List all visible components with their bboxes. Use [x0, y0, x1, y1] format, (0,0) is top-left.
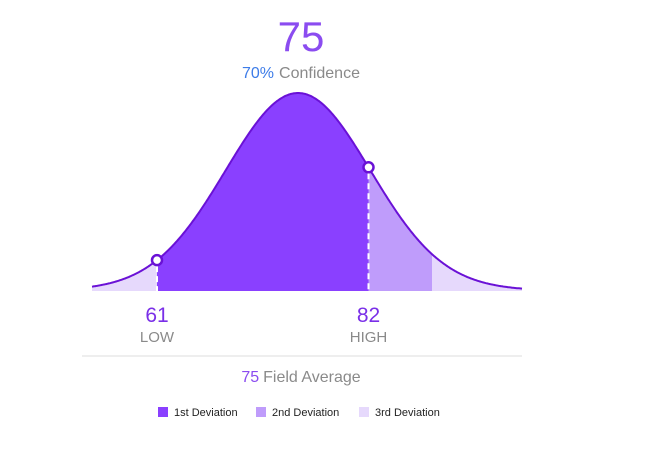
confidence-line: 70% Confidence [242, 65, 360, 82]
field-average: 75 Field Average [241, 369, 360, 386]
legend-label-1st-deviation: 1st Deviation [174, 407, 238, 419]
low-value: 61 [145, 304, 168, 327]
high-marker [362, 161, 375, 174]
confidence-percent: 70% [242, 65, 274, 82]
low-marker [150, 253, 164, 267]
second-deviation-band-right [368, 167, 432, 291]
high-label: HIGH [350, 329, 388, 346]
legend-label-2nd-deviation: 2nd Deviation [272, 407, 339, 419]
chart-title: 75 [278, 13, 325, 60]
legend-swatch-2nd-deviation [256, 407, 266, 417]
field-average-value: 75 [241, 369, 259, 386]
high-value: 82 [357, 304, 380, 327]
low-label: LOW [140, 329, 175, 346]
legend-swatch-1st-deviation [158, 407, 168, 417]
confidence-label: Confidence [279, 65, 360, 82]
legend-swatch-3rd-deviation [359, 407, 369, 417]
first-deviation-band [157, 93, 369, 291]
bell-curve-line [91, 92, 523, 290]
legend-label-3rd-deviation: 3rd Deviation [375, 407, 440, 419]
legend: 1st Deviation 2nd Deviation 3rd Deviatio… [158, 407, 440, 419]
field-average-label: Field Average [263, 369, 361, 386]
